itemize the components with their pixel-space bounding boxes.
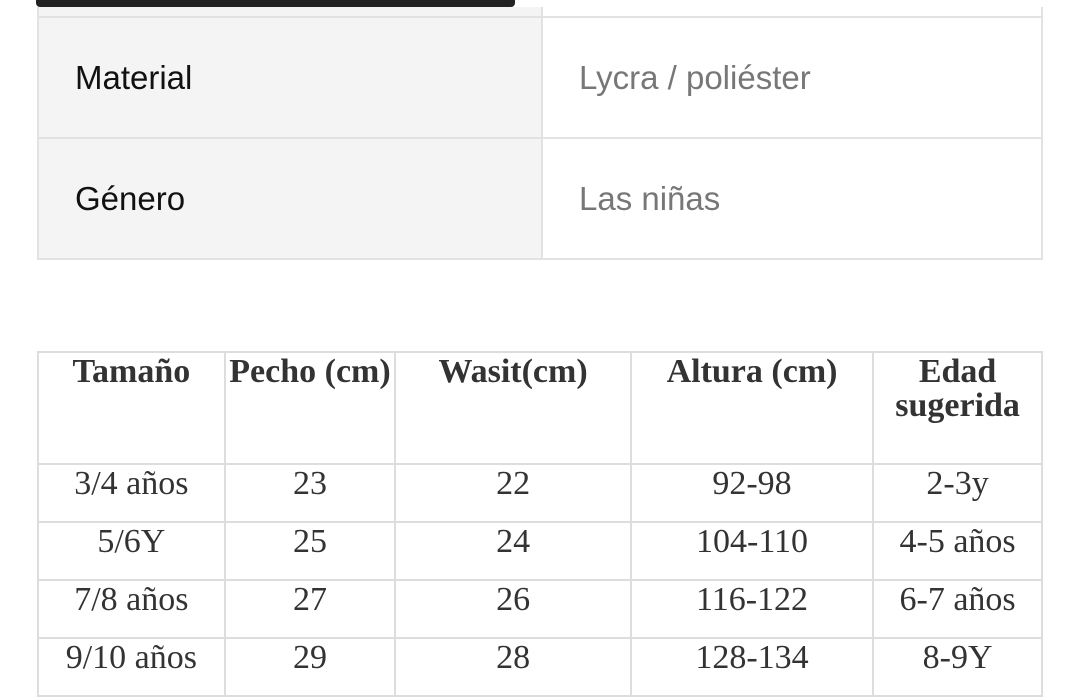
table-row: 9/10 años 29 28 128-134 8-9Y — [37, 637, 1043, 697]
spec-value-cell — [541, 7, 1043, 18]
table-row: 3/4 años 23 22 92-98 2-3y — [37, 463, 1043, 523]
table-header-row: Tamaño Pecho (cm) Wasit(cm) Altura (cm) … — [37, 351, 1043, 465]
spec-key-cell — [37, 7, 543, 18]
table-cell: 7/8 años — [37, 579, 226, 639]
table-cell: 25 — [223, 521, 397, 581]
table-cell: 104-110 — [629, 521, 875, 581]
header-size: Tamaño — [37, 351, 226, 465]
table-cell: 28 — [394, 637, 632, 697]
size-chart-table: Tamaño Pecho (cm) Wasit(cm) Altura (cm) … — [37, 351, 1043, 697]
table-cell: 26 — [394, 579, 632, 639]
table-row: 5/6Y 25 24 104-110 4-5 años — [37, 521, 1043, 581]
table-cell: 5/6Y — [37, 521, 226, 581]
table-cell: 116-122 — [629, 579, 875, 639]
header-height: Altura (cm) — [629, 351, 875, 465]
specifications-table: Material Lycra / poliéster Género Las ni… — [37, 7, 1043, 260]
table-cell: 27 — [223, 579, 397, 639]
spec-value-material: Lycra / poliéster — [541, 16, 1043, 139]
table-row: 7/8 años 27 26 116-122 6-7 años — [37, 579, 1043, 639]
table-cell: 128-134 — [629, 637, 875, 697]
table-cell: 8-9Y — [872, 637, 1043, 697]
header-age: Edad sugerida — [872, 351, 1043, 465]
header-waist: Wasit(cm) — [394, 351, 632, 465]
table-cell: 3/4 años — [37, 463, 226, 523]
table-cell: 9/10 años — [37, 637, 226, 697]
table-row — [37, 7, 1043, 18]
table-row: Género Las niñas — [37, 137, 1043, 260]
spec-value-gender: Las niñas — [541, 137, 1043, 260]
table-cell: 2-3y — [872, 463, 1043, 523]
table-row: Material Lycra / poliéster — [37, 16, 1043, 139]
table-cell: 6-7 años — [872, 579, 1043, 639]
table-cell: 23 — [223, 463, 397, 523]
scroll-indicator-bar — [36, 0, 515, 7]
table-cell: 22 — [394, 463, 632, 523]
header-chest: Pecho (cm) — [223, 351, 397, 465]
spec-key-gender: Género — [37, 137, 543, 260]
table-cell: 29 — [223, 637, 397, 697]
spec-key-material: Material — [37, 16, 543, 139]
table-cell: 4-5 años — [872, 521, 1043, 581]
table-cell: 24 — [394, 521, 632, 581]
table-cell: 92-98 — [629, 463, 875, 523]
